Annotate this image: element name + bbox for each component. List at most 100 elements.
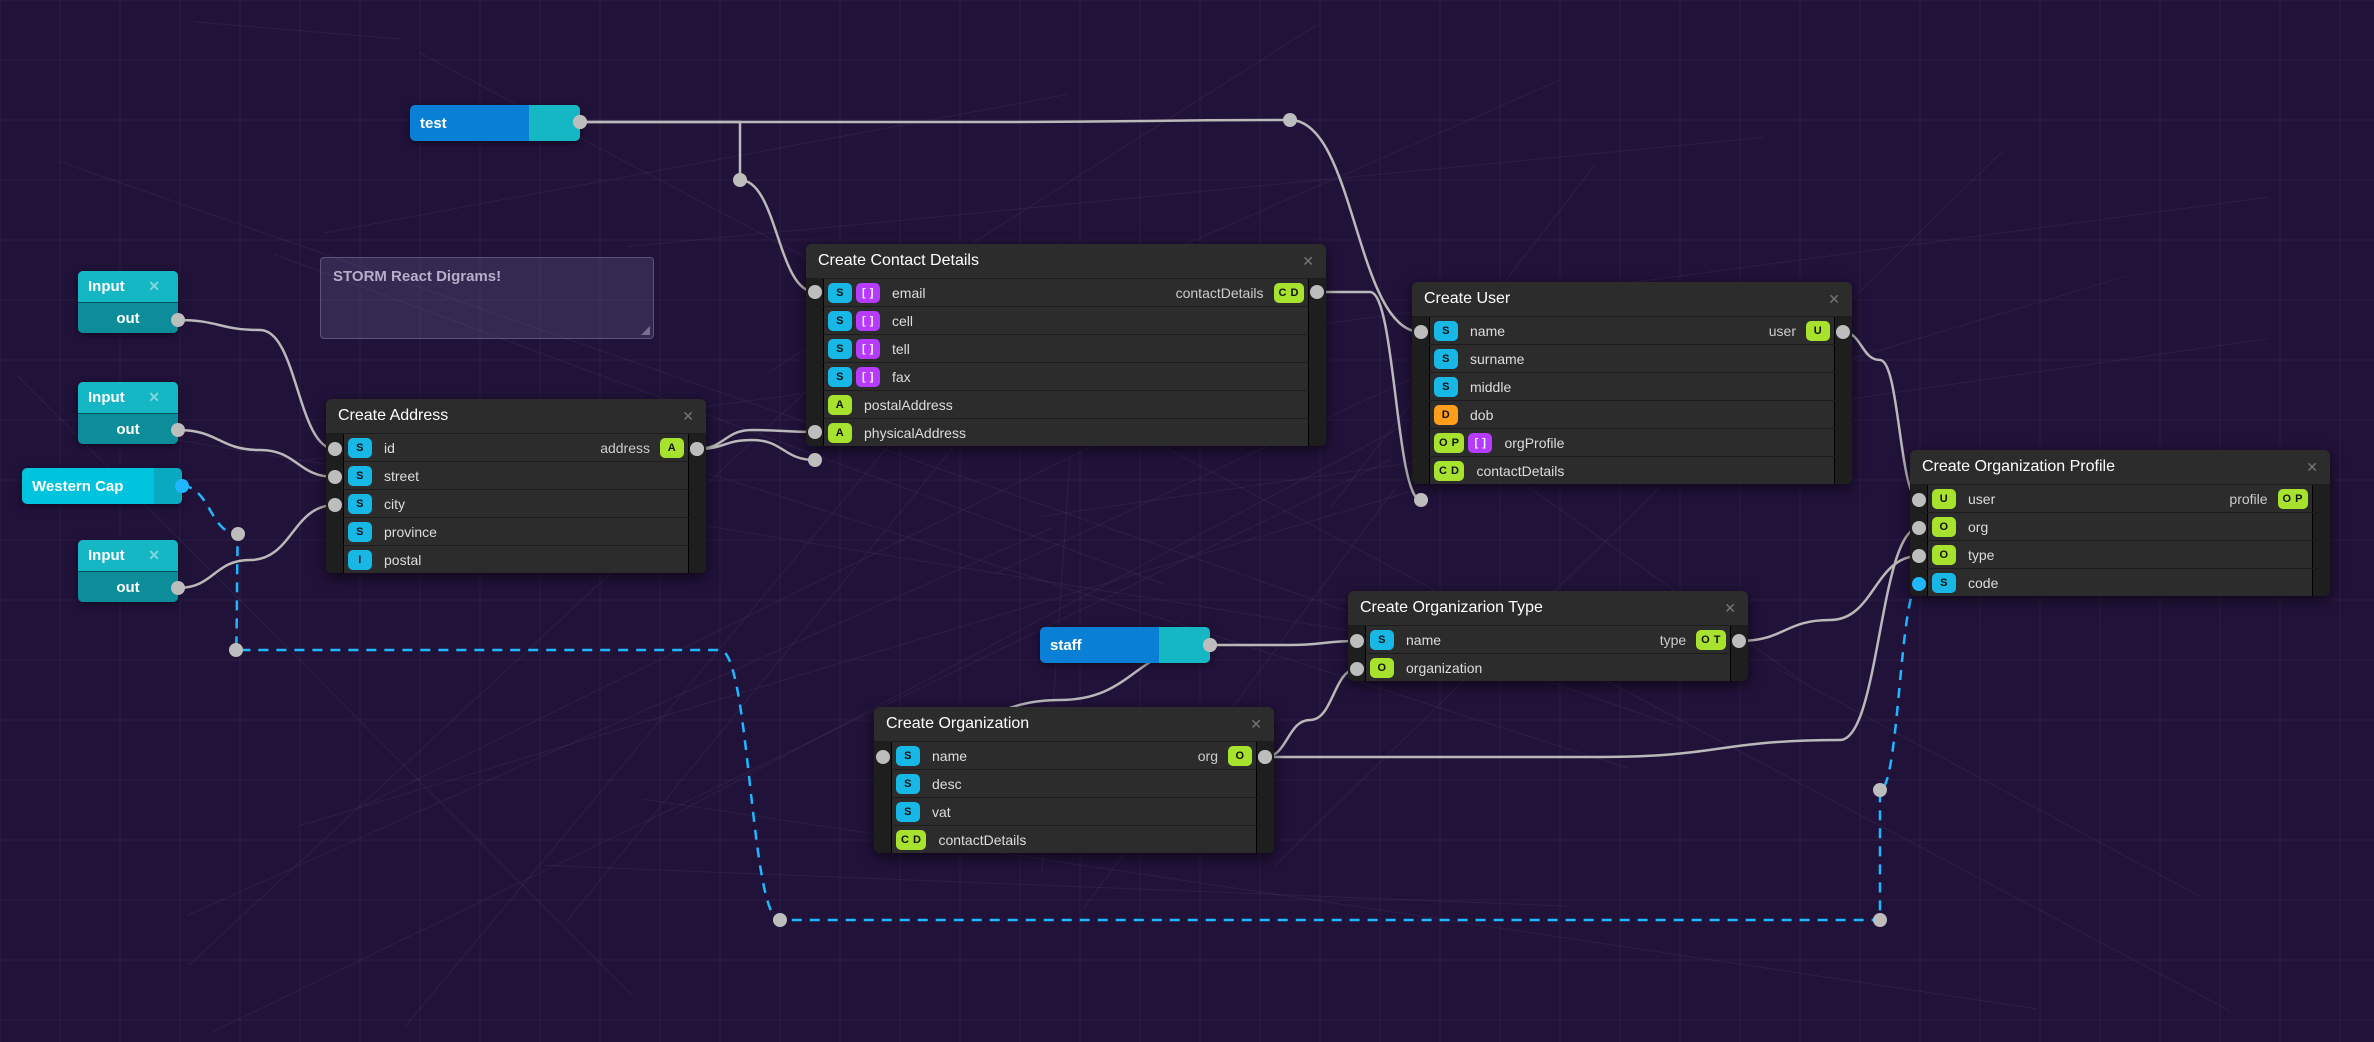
out-port[interactable] [2312, 513, 2330, 540]
port-dot[interactable] [1873, 913, 1887, 927]
close-icon[interactable]: ✕ [144, 278, 168, 295]
out-port[interactable] [2312, 541, 2330, 568]
port-dot[interactable] [1912, 493, 1926, 507]
in-port[interactable] [1412, 457, 1430, 484]
out-port[interactable] [1256, 770, 1274, 797]
port-dot[interactable] [1873, 783, 1887, 797]
out-port[interactable] [1834, 457, 1852, 484]
out-port[interactable] [1308, 391, 1326, 418]
port-dot[interactable] [328, 470, 342, 484]
out-port[interactable] [688, 546, 706, 573]
chip-staff[interactable]: staff [1040, 627, 1210, 663]
port-dot[interactable] [1836, 325, 1850, 339]
out-port[interactable] [2312, 485, 2330, 512]
port-dot[interactable] [171, 313, 185, 327]
in-port[interactable] [806, 307, 824, 334]
close-icon[interactable]: ✕ [2306, 459, 2318, 476]
node-addr[interactable]: Create Address✕SidaddressASstreetScitySp… [326, 399, 706, 573]
node-user[interactable]: Create User✕SnameuserUSsurnameSmiddleDdo… [1412, 282, 1852, 484]
in-port[interactable] [1412, 401, 1430, 428]
port-dot[interactable] [1732, 634, 1746, 648]
port-dot[interactable] [1414, 493, 1428, 507]
in-port[interactable] [874, 826, 892, 853]
port-dot[interactable] [808, 453, 822, 467]
port-dot[interactable] [328, 498, 342, 512]
port-dot[interactable] [1203, 638, 1217, 652]
port-dot[interactable] [1350, 634, 1364, 648]
chip-in3[interactable]: Input✕out [78, 540, 178, 602]
in-port[interactable] [806, 391, 824, 418]
port-dot[interactable] [573, 115, 587, 129]
out-port[interactable] [2312, 569, 2330, 596]
node-title: Create Contact Details [818, 252, 979, 270]
diagram-canvas[interactable]: STORM React Digrams! test staff Western Cap… [0, 0, 2374, 1042]
port-dot[interactable] [1310, 285, 1324, 299]
chip-in1[interactable]: Input✕out [78, 271, 178, 333]
node-profile[interactable]: Create Organization Profile✕Uuserprofile… [1910, 450, 2330, 596]
port-dot[interactable] [1258, 750, 1272, 764]
out-port[interactable] [1308, 335, 1326, 362]
in-port[interactable] [806, 335, 824, 362]
out-port[interactable] [1256, 826, 1274, 853]
port-dot[interactable] [171, 581, 185, 595]
port-dot[interactable] [808, 285, 822, 299]
port-dot[interactable] [328, 442, 342, 456]
port-dot[interactable] [808, 425, 822, 439]
chip-test[interactable]: test [410, 105, 580, 141]
port-dot[interactable] [773, 913, 787, 927]
type-tag: S [828, 311, 852, 331]
in-port[interactable] [1412, 429, 1430, 456]
close-icon[interactable]: ✕ [1724, 600, 1736, 617]
port-dot[interactable] [1912, 549, 1926, 563]
out-port[interactable] [1834, 345, 1852, 372]
node-contact[interactable]: Create Contact Details✕S[ ]emailcontactD… [806, 244, 1326, 446]
in-port[interactable] [326, 546, 344, 573]
port-dot[interactable] [733, 173, 747, 187]
port-dot[interactable] [171, 423, 185, 437]
port-dot[interactable] [1414, 325, 1428, 339]
port-dot[interactable] [1283, 113, 1297, 127]
in-port[interactable] [1412, 345, 1430, 372]
node-field-row: Ssurname [1412, 344, 1852, 372]
chip-label: staff [1040, 627, 1182, 663]
node-org[interactable]: Create Organization✕SnameorgOSdescSvatC … [874, 707, 1274, 853]
close-icon[interactable]: ✕ [1250, 716, 1262, 733]
port-dot[interactable] [229, 643, 243, 657]
chip-in2[interactable]: Input✕out [78, 382, 178, 444]
node-field-row: O P[ ]orgProfile [1412, 428, 1852, 456]
in-port[interactable] [874, 770, 892, 797]
out-port[interactable] [1834, 429, 1852, 456]
close-icon[interactable]: ✕ [144, 547, 168, 564]
note-textarea[interactable]: STORM React Digrams! [320, 257, 654, 339]
in-port[interactable] [326, 518, 344, 545]
field-label: desc [924, 776, 970, 792]
port-dot[interactable] [1912, 521, 1926, 535]
in-port[interactable] [1412, 373, 1430, 400]
in-port[interactable] [806, 363, 824, 390]
out-port[interactable] [1256, 798, 1274, 825]
close-icon[interactable]: ✕ [1302, 253, 1314, 270]
out-port[interactable] [688, 490, 706, 517]
type-tag: U [1932, 489, 1956, 509]
field-label: tell [884, 341, 918, 357]
port-dot[interactable] [231, 527, 245, 541]
close-icon[interactable]: ✕ [1828, 291, 1840, 308]
out-port[interactable] [1834, 401, 1852, 428]
close-icon[interactable]: ✕ [682, 408, 694, 425]
close-icon[interactable]: ✕ [144, 389, 168, 406]
out-port[interactable] [1308, 307, 1326, 334]
port-dot[interactable] [876, 750, 890, 764]
port-dot[interactable] [690, 442, 704, 456]
out-port[interactable] [1834, 373, 1852, 400]
out-port[interactable] [1308, 419, 1326, 446]
port-dot[interactable] [175, 479, 189, 493]
in-port[interactable] [874, 798, 892, 825]
out-port[interactable] [688, 462, 706, 489]
out-port[interactable] [1730, 654, 1748, 681]
node-orgType[interactable]: Create Organizarion Type✕SnametypeO TOor… [1348, 591, 1748, 681]
chip-wcap[interactable]: Western Cap [22, 468, 182, 504]
out-port[interactable] [1308, 363, 1326, 390]
out-port[interactable] [688, 518, 706, 545]
port-dot[interactable] [1912, 577, 1926, 591]
port-dot[interactable] [1350, 662, 1364, 676]
